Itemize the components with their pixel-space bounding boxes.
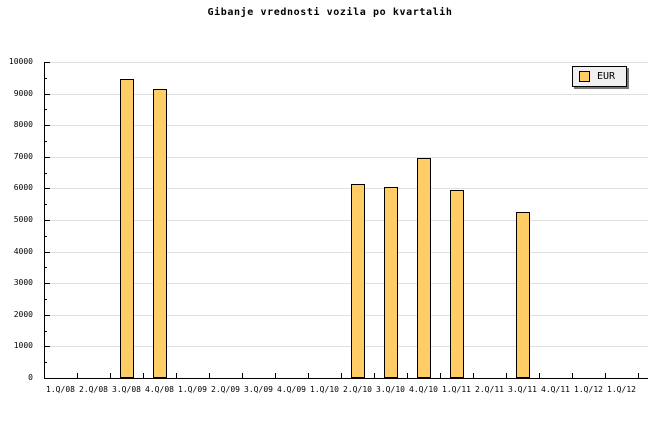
y-axis-label: 6000 xyxy=(13,183,33,193)
x-axis-tick xyxy=(77,373,78,378)
x-axis-label: 4.Q/10 xyxy=(409,385,438,394)
legend-swatch-eur xyxy=(579,71,590,82)
y-axis-tick xyxy=(44,188,50,190)
gridline xyxy=(44,346,648,348)
x-axis-tick xyxy=(176,373,177,378)
y-axis-tick xyxy=(44,220,50,221)
gridline xyxy=(44,220,648,221)
gridline xyxy=(44,93,648,95)
bar-4q08 xyxy=(152,88,167,378)
x-axis-label: 1.Q/11 xyxy=(442,385,471,394)
y-axis-label: 7000 xyxy=(13,151,33,161)
y-axis-label: 1000 xyxy=(13,341,33,351)
x-axis-tick xyxy=(539,373,540,378)
x-axis-tick xyxy=(209,373,210,378)
y-axis-label: 10000 xyxy=(8,57,33,66)
y-axis-tick xyxy=(44,62,50,63)
x-axis-label: 3.Q/11 xyxy=(508,385,537,394)
x-axis-tick xyxy=(605,373,606,378)
x-axis-label: 1.Q/12 xyxy=(574,385,603,394)
x-axis-tick xyxy=(407,373,408,378)
y-axis-minor-tick xyxy=(44,109,47,111)
x-axis-label: 4.Q/11 xyxy=(541,385,570,394)
y-axis-minor-tick xyxy=(44,330,47,332)
x-axis-label: 2.Q/11 xyxy=(475,385,504,394)
y-axis-tick xyxy=(44,125,50,127)
x-axis-label: 2.Q/10 xyxy=(343,385,372,394)
legend-label: EUR xyxy=(597,71,616,82)
x-axis-tick xyxy=(143,373,144,378)
y-axis-tick xyxy=(44,346,50,348)
x-axis-tick xyxy=(473,373,474,378)
y-axis-line xyxy=(44,62,45,378)
bar-3q10 xyxy=(383,186,398,378)
y-axis-minor-tick xyxy=(44,267,47,269)
x-axis-tick xyxy=(242,373,243,378)
y-axis-tick xyxy=(44,251,50,253)
y-axis-label: 0 xyxy=(28,373,33,382)
chart-title: Gibanje vrednosti vozila po kvartalih xyxy=(207,7,453,18)
y-axis-minor-tick xyxy=(44,141,47,142)
x-axis-label: 3.Q/08 xyxy=(112,385,141,394)
x-axis-tick xyxy=(308,373,309,378)
y-axis-minor-tick xyxy=(44,204,47,206)
y-axis-label: 5000 xyxy=(13,215,33,224)
x-axis-label: 1.Q/08 xyxy=(46,385,75,394)
gridline xyxy=(44,62,648,63)
y-axis-label: 2000 xyxy=(13,309,33,319)
y-axis-label: 9000 xyxy=(13,88,33,98)
y-axis-tick xyxy=(44,156,50,158)
y-axis-label: 8000 xyxy=(13,120,33,130)
legend: EUR xyxy=(572,66,627,87)
x-axis-label: 2.Q/08 xyxy=(79,385,108,394)
gridline xyxy=(44,251,648,253)
y-axis-minor-tick xyxy=(44,77,47,79)
bar-3q11 xyxy=(515,212,530,378)
y-axis-label: 4000 xyxy=(13,246,33,256)
x-axis-label: 4.Q/08 xyxy=(145,385,174,394)
bar-4q10 xyxy=(416,158,431,378)
y-axis-tick xyxy=(44,283,50,285)
y-axis-tick xyxy=(44,314,50,316)
bar-3q08 xyxy=(119,79,134,378)
bar-2q10 xyxy=(350,183,365,378)
x-axis-tick xyxy=(275,373,276,378)
x-axis-tick xyxy=(110,373,111,378)
y-axis-label: 3000 xyxy=(13,278,33,288)
gridline xyxy=(44,188,648,190)
x-axis-tick xyxy=(506,373,507,378)
x-axis-label: 4.Q/09 xyxy=(277,385,306,394)
x-axis-label: 2.Q/09 xyxy=(211,385,240,394)
x-axis-tick xyxy=(374,373,375,378)
y-axis-minor-tick xyxy=(44,172,47,174)
x-axis-label: 1.Q/12 xyxy=(607,385,636,394)
gridline xyxy=(44,314,648,316)
x-axis-label: 1.Q/09 xyxy=(178,385,207,394)
y-axis-minor-tick xyxy=(44,362,47,364)
x-axis-tick xyxy=(638,373,639,378)
gridline xyxy=(44,283,648,285)
x-axis-line xyxy=(44,378,648,379)
gridline xyxy=(44,125,648,127)
y-axis-minor-tick xyxy=(44,299,47,300)
x-axis-tick xyxy=(440,373,441,378)
x-axis-label: 3.Q/10 xyxy=(376,385,405,394)
y-axis-minor-tick xyxy=(44,235,47,237)
x-axis-tick xyxy=(572,373,573,378)
x-axis-label: 3.Q/09 xyxy=(244,385,273,394)
x-axis-tick xyxy=(341,373,342,378)
bar-1q11 xyxy=(449,189,464,378)
x-axis-label: 1.Q/10 xyxy=(310,385,339,394)
y-axis-tick xyxy=(44,93,50,95)
gridline xyxy=(44,156,648,158)
